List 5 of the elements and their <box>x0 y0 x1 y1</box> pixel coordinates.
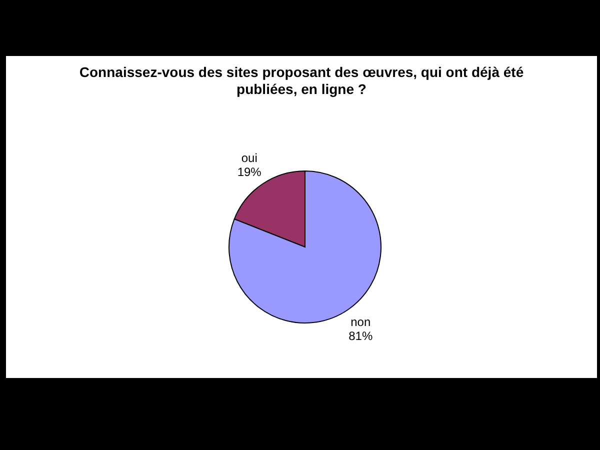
slice-label: oui <box>241 151 258 166</box>
slice-label: non <box>350 314 371 329</box>
data-label: 81% <box>348 328 373 343</box>
data-label: 19% <box>237 165 262 180</box>
chart-title: Connaissez-vous des sites proposant des œuvres, qui ont déjà été publiées, en ligne ? <box>78 64 525 98</box>
